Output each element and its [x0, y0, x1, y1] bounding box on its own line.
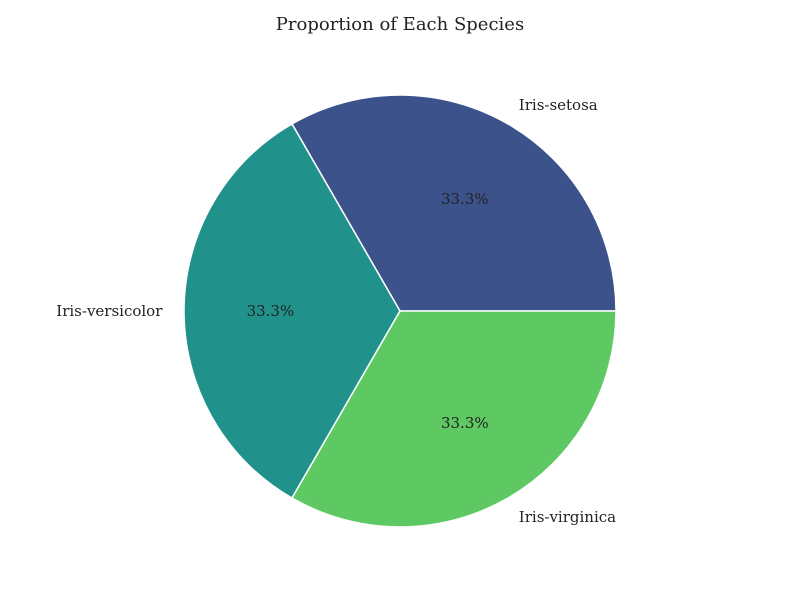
pie-percent-labels: 33.3% 33.3% 33.3%	[247, 190, 489, 432]
pie-slices	[183, 94, 617, 528]
chart-title: Proportion of Each Species	[275, 14, 525, 35]
pie-percent-label-iris-versicolor: 33.3%	[247, 302, 295, 320]
pie-category-label-iris-versicolor: Iris-versicolor	[56, 302, 163, 320]
pie-slice-iris-versicolor	[183, 123, 401, 499]
pie-slice-iris-setosa	[291, 94, 617, 312]
pie-category-labels: Iris-setosa Iris-versicolor Iris-virginica	[56, 96, 616, 526]
pie-percent-label-iris-setosa: 33.3%	[441, 190, 489, 208]
pie-category-label-iris-setosa: Iris-setosa	[519, 96, 598, 114]
pie-percent-label-iris-virginica: 33.3%	[441, 414, 489, 432]
pie-category-label-iris-virginica: Iris-virginica	[519, 508, 616, 526]
pie-slice-iris-virginica	[291, 310, 617, 528]
